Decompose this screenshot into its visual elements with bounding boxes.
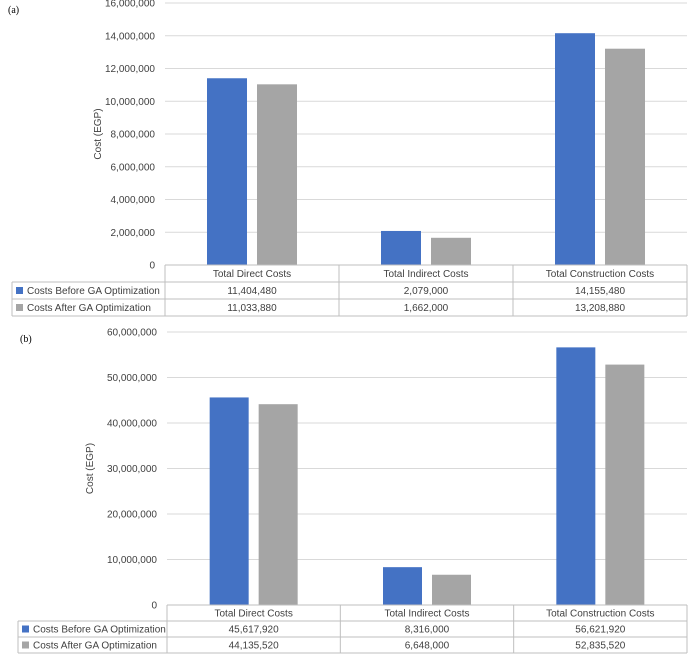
bar-after-2	[432, 574, 471, 605]
data-table-value: 8,316,000	[405, 625, 450, 636]
x-category-label: Total Indirect Costs	[383, 269, 468, 280]
data-table-value: 2,079,000	[404, 286, 449, 297]
bar-after-3	[605, 48, 645, 265]
data-table-value: 11,033,880	[227, 303, 277, 314]
x-category-label: Total Construction Costs	[546, 269, 654, 280]
y-tick-label: 60,000,000	[107, 328, 157, 339]
y-tick-label: 40,000,000	[107, 419, 157, 430]
legend-swatch-before	[16, 287, 23, 294]
y-tick-label: 20,000,000	[107, 510, 157, 521]
bar-before-1	[207, 78, 247, 265]
y-tick-label: 12,000,000	[105, 64, 155, 75]
y-tick-label: 16,000,000	[105, 0, 155, 10]
y-tick-label: 30,000,000	[107, 464, 157, 475]
bar-after-3	[605, 364, 645, 605]
bar-before-3	[556, 347, 596, 605]
panel-label: (a)	[8, 5, 19, 16]
legend-swatch-after	[22, 641, 29, 649]
panel-label: (b)	[20, 334, 32, 345]
y-tick-label: 10,000,000	[105, 97, 155, 108]
x-category-label: Total Direct Costs	[213, 269, 291, 280]
data-table-value: 44,135,520	[229, 641, 279, 652]
data-table-value: 6,648,000	[405, 641, 450, 652]
bar-before-1	[209, 397, 249, 605]
legend-swatch-after	[16, 304, 23, 311]
chart-panel-a: (a) 0 2,000,000 4,000,000 6,000,000 8,000,000…	[8, 0, 688, 317]
bar-after-1	[257, 84, 297, 265]
bar-before-2	[381, 230, 421, 265]
chart-panel-b: (b) 0 10,000,000 20,000,000 30,000,000 40,000…	[17, 328, 688, 654]
y-tick-label: 4,000,000	[111, 195, 156, 206]
legend-label: Costs After GA Optimization	[33, 641, 157, 652]
x-category-label: Total Construction Costs	[546, 609, 654, 620]
x-category-label: Total Indirect Costs	[384, 609, 469, 620]
data-table-value: 1,662,000	[404, 303, 449, 314]
bar-after-1	[258, 404, 298, 605]
y-tick-label: 50,000,000	[107, 373, 157, 384]
y-axis-title: Cost (EGP)	[85, 443, 96, 494]
y-tick-label: 0	[149, 261, 155, 272]
y-tick-label: 6,000,000	[111, 162, 156, 173]
bar-after-2	[431, 237, 471, 265]
legend-swatch-before	[22, 625, 29, 633]
data-table-value: 14,155,480	[575, 286, 625, 297]
legend-label: Costs Before GA Optimization	[27, 286, 160, 297]
x-category-label: Total Direct Costs	[214, 609, 292, 620]
y-tick-label: 8,000,000	[111, 130, 156, 141]
y-tick-label: 14,000,000	[105, 31, 155, 42]
data-table-value: 13,208,880	[575, 303, 625, 314]
legend-label: Costs Before GA Optimization	[33, 625, 166, 636]
data-table-value: 52,835,520	[575, 641, 625, 652]
y-tick-label: 0	[151, 601, 157, 612]
bar-before-2	[383, 567, 422, 605]
legend-label: Costs After GA Optimization	[27, 303, 151, 314]
data-table-value: 56,621,920	[575, 625, 625, 636]
y-tick-label: 2,000,000	[111, 228, 156, 239]
y-tick-label: 10,000,000	[107, 555, 157, 566]
bar-before-3	[555, 33, 595, 266]
data-table-value: 45,617,920	[229, 625, 279, 636]
y-axis-title: Cost (EGP)	[93, 108, 104, 159]
data-table-value: 11,404,480	[227, 286, 277, 297]
